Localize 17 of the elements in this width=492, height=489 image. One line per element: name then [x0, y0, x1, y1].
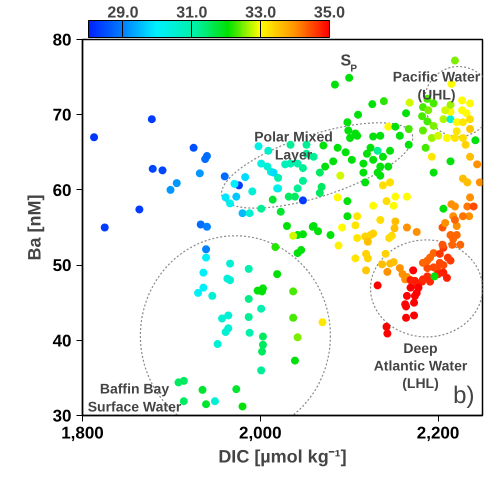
- x-tick-label: 1,800: [61, 424, 104, 442]
- y-tick-label: 70: [52, 106, 72, 125]
- color-bar-label: 33.0: [245, 4, 276, 22]
- x-tick-label: 2,000: [239, 424, 282, 442]
- y-tick-label: 80: [52, 30, 72, 50]
- y-tick-label: 30: [52, 406, 72, 426]
- x-tick-label: 2,200: [416, 424, 460, 442]
- color-bar-label: 31.0: [176, 4, 208, 22]
- y-tick-label: 40: [52, 331, 72, 350]
- annotation: Pacific Water (UHL): [392, 68, 481, 102]
- y-tick-label: 50: [52, 256, 72, 276]
- color-bar-label: 29.0: [107, 4, 139, 22]
- color-bar-label: 35.0: [314, 4, 346, 22]
- annotation: Baffin Bay Surface Water: [88, 380, 182, 414]
- x-axis-title: DIC [µmol kg⁻¹]: [218, 446, 347, 466]
- y-axis-title: Ba [nM]: [24, 194, 45, 260]
- y-tick-label: 60: [52, 180, 72, 200]
